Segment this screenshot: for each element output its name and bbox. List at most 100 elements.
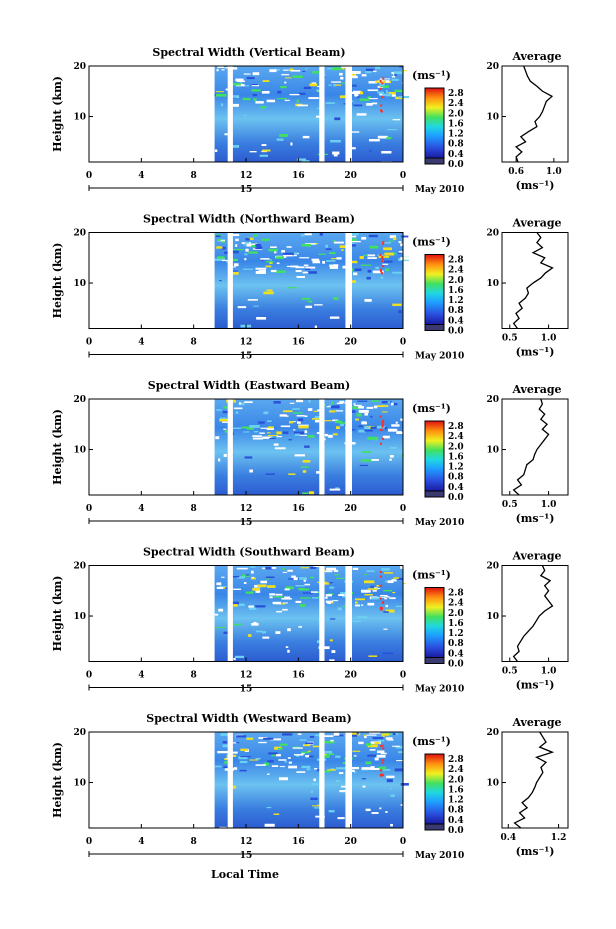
heatmap-cell (400, 804, 411, 806)
x-tick-label: 0 (400, 837, 406, 847)
heatmap-cell (364, 429, 373, 432)
heatmap-cell (385, 90, 389, 94)
heatmap-cell (380, 276, 384, 279)
heatmap-cell (332, 240, 336, 242)
heatmap-cell (309, 735, 315, 738)
heatmap-cell (377, 739, 385, 742)
heatmap-cell (381, 150, 392, 154)
heatmap-cell (391, 402, 398, 406)
heatmap-cell (356, 113, 367, 116)
heatmap-cell (270, 738, 282, 741)
heatmap-cell (307, 750, 311, 753)
panel-title: Spectral Width (Westward Beam) (146, 712, 351, 725)
heatmap-cell (374, 742, 380, 745)
colorbar-unit: (ms⁻¹) (412, 236, 451, 249)
average-x-tick-label: 1.0 (541, 334, 557, 344)
average-x-label: (ms⁻¹) (516, 179, 555, 192)
heatmap-cell (244, 456, 253, 459)
heatmap-cell (379, 768, 386, 770)
average-title: Average (511, 550, 561, 563)
heatmap-cell (396, 760, 405, 762)
heatmap-cell (255, 267, 267, 270)
heatmap-cell (379, 87, 382, 90)
heatmap-cell (298, 588, 305, 590)
heatmap-cell (222, 744, 230, 748)
heatmap-cell (232, 233, 240, 237)
heatmap-cell (301, 297, 311, 300)
heatmap-cell (247, 634, 252, 637)
heatmap-cell (376, 584, 379, 587)
x-tick-label: 8 (191, 837, 197, 847)
heatmap-cell (329, 639, 333, 642)
heatmap-cell (348, 238, 357, 242)
heatmap-cell (276, 98, 287, 100)
heatmap-cell (302, 470, 307, 473)
heatmap-cell (334, 117, 341, 121)
heatmap-cell (379, 415, 382, 418)
heatmap-cell (273, 443, 279, 446)
heatmap-cell (299, 604, 306, 607)
heatmap-cell (386, 136, 392, 140)
heatmap-cell (391, 94, 396, 97)
heatmap-cell (372, 70, 377, 73)
heatmap-cell (269, 259, 272, 261)
heatmap-cell (382, 422, 385, 425)
average-x-tick-label: 1.0 (541, 500, 557, 510)
average-y-tick-label: 20 (486, 62, 499, 72)
local-time-label: Local Time (211, 868, 279, 881)
heatmap-cell (233, 657, 236, 661)
heatmap-cell (265, 576, 275, 579)
heatmap-cell (326, 406, 335, 408)
heatmap-cell (365, 808, 371, 812)
heatmap-cell (383, 589, 393, 592)
heatmap-cell (301, 765, 311, 769)
heatmap-cell (328, 84, 332, 86)
heatmap-cell (329, 266, 339, 269)
heatmap-cell (331, 650, 336, 653)
colorbar-tick-label: 1.6 (448, 119, 464, 129)
heatmap-cell (400, 566, 410, 569)
heatmap-cell (329, 252, 336, 255)
heatmap-cell (223, 631, 232, 634)
heatmap-cell (363, 734, 367, 736)
heatmap-cell (290, 142, 293, 146)
heatmap-cell (276, 138, 284, 141)
heatmap-cell (332, 433, 338, 436)
x-tick-label: 20 (344, 837, 357, 847)
heatmap-cell (306, 271, 317, 274)
heatmap-cell (315, 591, 321, 593)
heatmap-cell (380, 85, 387, 88)
average-y-tick-label: 10 (486, 113, 499, 123)
heatmap-cell (272, 601, 282, 605)
heatmap-cell (325, 570, 333, 573)
date-tick-label: 15 (240, 352, 253, 362)
heatmap-cell (233, 407, 243, 410)
heatmap-cell (238, 402, 245, 406)
heatmap-cell (238, 402, 242, 405)
heatmap-cell (369, 749, 376, 751)
colorbar-tick-label: 0.4 (448, 150, 464, 160)
x-tick-label: 4 (138, 671, 144, 681)
heatmap-cell (388, 91, 396, 95)
heatmap-cell (249, 469, 253, 473)
heatmap-cell (314, 416, 323, 419)
x-tick-label: 20 (344, 504, 357, 514)
heatmap-field (214, 732, 403, 828)
heatmap-cell (262, 436, 272, 439)
heatmap-cell (239, 769, 247, 772)
colorbar-tick-label: 0.8 (448, 639, 464, 649)
heatmap-cell (316, 89, 321, 92)
heatmap-cell (220, 246, 226, 250)
heatmap-cell (223, 406, 231, 409)
heatmap-cell (339, 245, 346, 248)
heatmap-cell (333, 732, 340, 736)
heatmap-cell (365, 761, 372, 765)
heatmap-cell (290, 70, 301, 72)
heatmap-cell (389, 454, 394, 458)
panel-4: Spectral Width (Westward Beam) 10 20 Height… (51, 712, 569, 861)
heatmap-cell (304, 445, 310, 448)
heatmap-cell (244, 258, 247, 261)
heatmap-cell (380, 272, 383, 275)
heatmap-cell (274, 68, 280, 71)
